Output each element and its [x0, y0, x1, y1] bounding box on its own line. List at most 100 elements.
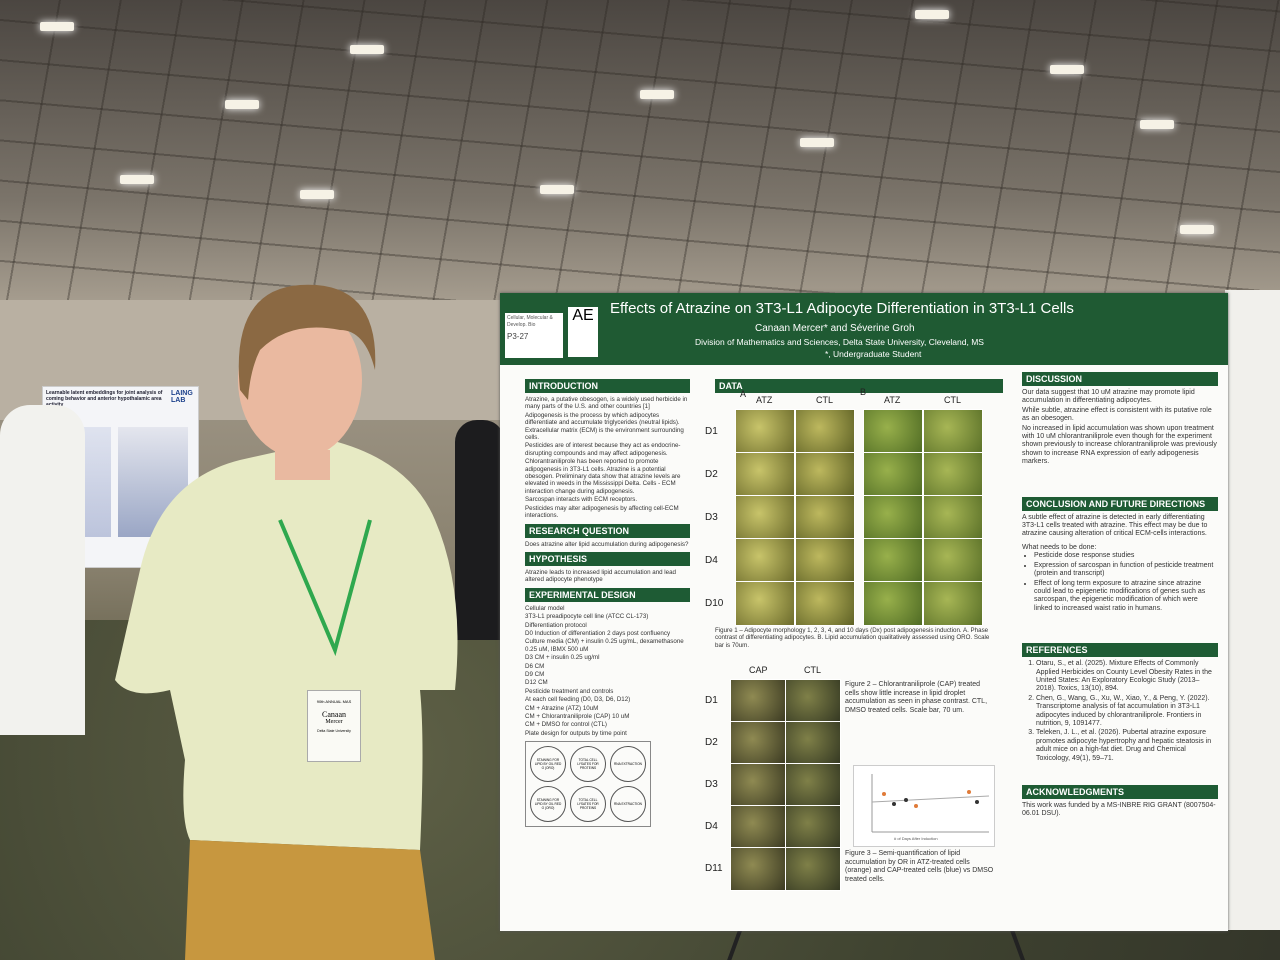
ceiling-light	[800, 138, 834, 147]
section-heading: RESEARCH QUESTION	[525, 523, 690, 538]
point	[914, 804, 918, 808]
micrograph	[923, 409, 983, 454]
well: TOTAL CELL LYSATES FOR PROTEINS	[570, 786, 606, 823]
text-line: At each cell feeding (D0, D3, D6, D12)	[525, 696, 631, 704]
ceiling-light	[640, 90, 674, 99]
text-line: Culture media (CM) + insulin 0.25 ug/mL,…	[525, 638, 684, 653]
paragraph: Does atrazine alter lipid accumulation d…	[525, 540, 689, 548]
text-line: Atrazine, a putative obesogen, is a wide…	[525, 396, 688, 411]
ceiling-light	[300, 190, 334, 199]
micrograph	[863, 409, 923, 454]
name-badge: 90th ANNUAL MAS Canaan Mercer Delta Stat…	[307, 690, 361, 762]
badge-last-name: Mercer	[325, 719, 343, 725]
shirt	[115, 440, 458, 850]
row-label: D3	[705, 779, 718, 790]
axis-label: # of Days After Induction	[894, 836, 938, 841]
lanyard	[278, 519, 372, 657]
micrograph	[785, 805, 841, 849]
text-line: Effect of long term exposure to atrazine…	[1034, 580, 1218, 614]
micrograph	[785, 679, 841, 723]
ceiling-light	[540, 185, 574, 194]
text-line: Cellular model	[525, 604, 565, 612]
pants	[185, 840, 435, 960]
text-line: Chlorantraniliprole has been reported to…	[525, 458, 681, 495]
micrograph	[795, 581, 855, 626]
note-lines: Cellular, Molecular & Develop. Bio	[507, 315, 561, 328]
column-label: CAP	[749, 665, 768, 675]
well: STAINING FOR LIPID BY OIL RED O (ORO)	[530, 746, 566, 783]
footnote: *, Undergraduate Student	[825, 349, 922, 359]
text-line: While subtle, atrazine effect is consist…	[1022, 406, 1212, 423]
micrograph	[923, 495, 983, 540]
logo: LAING LAB	[171, 390, 193, 404]
row-label: D3	[705, 511, 718, 523]
text-line: CM + Atrazine (ATZ) 10uM	[525, 704, 599, 712]
micrograph	[730, 721, 786, 765]
column-label: CTL	[944, 395, 962, 405]
text-line: 3T3-L1 preadipocyte cell line (ATCC CL-1…	[525, 613, 649, 621]
column-label: CTL	[804, 665, 822, 675]
micrograph	[863, 538, 923, 583]
panel-label: A	[740, 389, 747, 399]
badge-school: Delta State University	[317, 729, 351, 733]
point	[904, 798, 908, 802]
row-label: D4	[705, 821, 718, 832]
figure-1: ATZ CTL ATZ CTL D1 D2 D3 D4 D10	[705, 395, 1005, 626]
paragraphs: Our data suggest that 10 uM atrazine may…	[1022, 389, 1218, 467]
caption: Figure 3 – Semi-quantification of lipid …	[845, 850, 994, 883]
micrograph	[923, 538, 983, 583]
micrograph	[785, 847, 841, 891]
row-label: D10	[705, 597, 724, 609]
section-heading: INTRODUCTION	[525, 379, 690, 393]
row-label: D1	[705, 425, 718, 437]
note-code: P3-27	[507, 332, 529, 341]
neck	[275, 450, 330, 480]
section-heading: REFERENCES	[1022, 643, 1218, 658]
well: STAINING FOR LIPID BY OIL RED O (ORO)	[530, 786, 566, 823]
text-line: D12 CM	[525, 679, 548, 687]
badge-event: 90th ANNUAL MAS	[316, 699, 352, 704]
paragraph: A subtle effect of atrazine is detected …	[1022, 513, 1208, 538]
text-line: Sarcospan interacts with ECM receptors.	[525, 496, 638, 504]
badge-first-name: Canaan	[322, 710, 346, 719]
micrograph	[795, 409, 855, 454]
poster: Effects of Atrazine on 3T3-L1 Adipocyte …	[500, 293, 1228, 931]
section-heading: EXPERIMENTAL DESIGN	[525, 587, 690, 602]
text-line: Pesticides may alter adipogenesis by aff…	[525, 504, 679, 520]
text-line: Cellular, Molecular &	[507, 315, 553, 321]
micrograph	[923, 452, 983, 497]
person-background	[455, 420, 505, 640]
micrograph	[785, 721, 841, 765]
row-label: D2	[705, 737, 718, 748]
text-line: D6 CM	[525, 662, 545, 670]
micrograph	[735, 538, 795, 583]
text-line: Pesticides are of interest because they …	[525, 442, 681, 457]
figure-2: CAP CTL D1 D2 D3 D4 D11	[705, 665, 845, 895]
ceiling-light	[120, 175, 154, 184]
column-label: ATZ	[756, 395, 773, 405]
point	[892, 802, 896, 806]
section-heading: DATA	[715, 379, 1003, 393]
caption: Figure 1 – Adipocyte morphology 1, 2, 3,…	[715, 627, 990, 649]
text-line: Plate design for outputs by time point	[525, 729, 627, 737]
ceiling-light	[1140, 120, 1174, 129]
text-line: Pesticide treatment and controls	[525, 687, 614, 695]
micrograph	[795, 452, 855, 497]
design-lines: Cellular model 3T3-L1 preadipocyte cell l…	[525, 605, 690, 738]
ceiling-light	[1180, 225, 1214, 234]
text-line: Otaru, S., et al. (2025). Mixture Effect…	[1036, 660, 1218, 694]
paragraph: What needs to be done:	[1022, 543, 1097, 551]
section-heading: DISCUSSION	[1022, 372, 1218, 386]
ceiling-light	[1050, 65, 1084, 74]
data-column: DATA A B ATZ CTL ATZ CTL D1 D2 D3 D4 D10 Figure …	[705, 375, 1005, 915]
text-line: Teleken, J. L., et al. (2026). Pubertal …	[1036, 729, 1218, 763]
bullet-list: Pesticide dose response studies Expressio…	[1022, 552, 1218, 613]
column-label: ATZ	[884, 395, 901, 405]
point	[975, 800, 979, 804]
figure-3-plot	[871, 774, 990, 833]
section-heading: CONCLUSION AND FUTURE DIRECTIONS	[1022, 496, 1218, 511]
plate-design: STAINING FOR LIPID BY OIL RED O (ORO) TOT…	[525, 741, 651, 828]
micrograph	[730, 763, 786, 807]
section-heading: HYPOTHESIS	[525, 551, 690, 566]
text-line: Adipogenesis is the process by which adi…	[525, 411, 684, 442]
